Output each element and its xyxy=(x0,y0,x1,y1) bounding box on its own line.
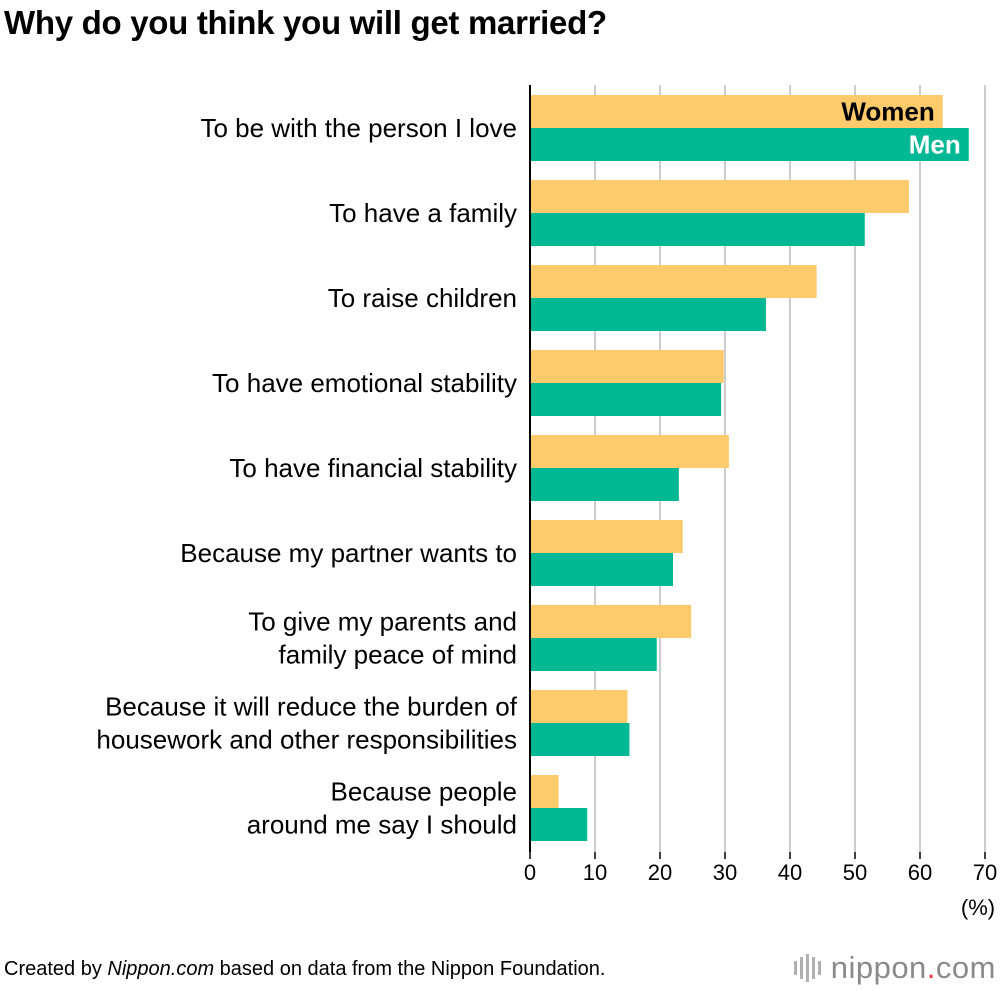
category-label: To raise children xyxy=(328,283,517,313)
bar-men xyxy=(530,468,679,501)
brand-tld: com xyxy=(935,950,996,985)
category-label: To have a family xyxy=(329,198,517,228)
bar-women xyxy=(530,520,683,553)
category-label: around me say I should xyxy=(247,810,517,840)
bar-men xyxy=(530,638,657,671)
category-label: To give my parents and xyxy=(248,607,517,637)
category-label: housework and other responsibilities xyxy=(96,725,517,755)
tick-label: 50 xyxy=(843,860,867,885)
bar-men xyxy=(530,213,865,246)
tick-label: 70 xyxy=(973,860,997,885)
legend-men: Men xyxy=(909,130,961,160)
bar-women xyxy=(530,265,817,298)
bar-women xyxy=(530,180,909,213)
bar-men xyxy=(530,383,722,416)
tick-label: 30 xyxy=(713,860,737,885)
tick-label: 60 xyxy=(908,860,932,885)
tick-label: 0 xyxy=(524,860,536,885)
brand-name: nippon xyxy=(830,950,927,985)
bar-women xyxy=(530,435,729,468)
nippon-logo: nippon. com xyxy=(793,950,996,986)
category-label: To have emotional stability xyxy=(212,368,517,398)
sound-bars-icon xyxy=(793,954,821,982)
category-label: Because it will reduce the burden of xyxy=(105,692,518,722)
x-axis-ticks: 0 10 20 30 40 50 60 70 xyxy=(524,852,997,885)
chart-title: Why do you think you will get married? xyxy=(4,4,607,41)
category-label: Because my partner wants to xyxy=(180,538,517,568)
bar-women xyxy=(530,775,559,808)
category-label: family peace of mind xyxy=(279,640,517,670)
category-label: Because people xyxy=(331,777,517,807)
source-prefix: Created by xyxy=(4,958,108,980)
bar-men xyxy=(530,128,969,161)
category-labels: To be with the person I love To have a fa… xyxy=(96,113,517,840)
bar-men xyxy=(530,808,588,841)
brand-dot: . xyxy=(926,950,936,985)
bar-men xyxy=(530,723,630,756)
source-suffix: based on data from the Nippon Foundation… xyxy=(214,958,606,980)
tick-label: 10 xyxy=(583,860,607,885)
bar-men xyxy=(530,553,673,586)
bar-men xyxy=(530,298,766,331)
source-site: Nippon.com xyxy=(107,958,215,980)
tick-label: 40 xyxy=(778,860,802,885)
bar-women xyxy=(530,350,724,383)
legend-women: Women xyxy=(841,97,934,127)
source-credit: Created by Nippon.com based on data from… xyxy=(4,958,606,981)
bar-women xyxy=(530,95,943,128)
category-label: To have financial stability xyxy=(229,453,517,483)
tick-label: 20 xyxy=(648,860,672,885)
bar-women xyxy=(530,605,692,638)
x-axis-unit: (%) xyxy=(961,895,995,920)
bar-women xyxy=(530,690,628,723)
category-label: To be with the person I love xyxy=(200,113,517,143)
